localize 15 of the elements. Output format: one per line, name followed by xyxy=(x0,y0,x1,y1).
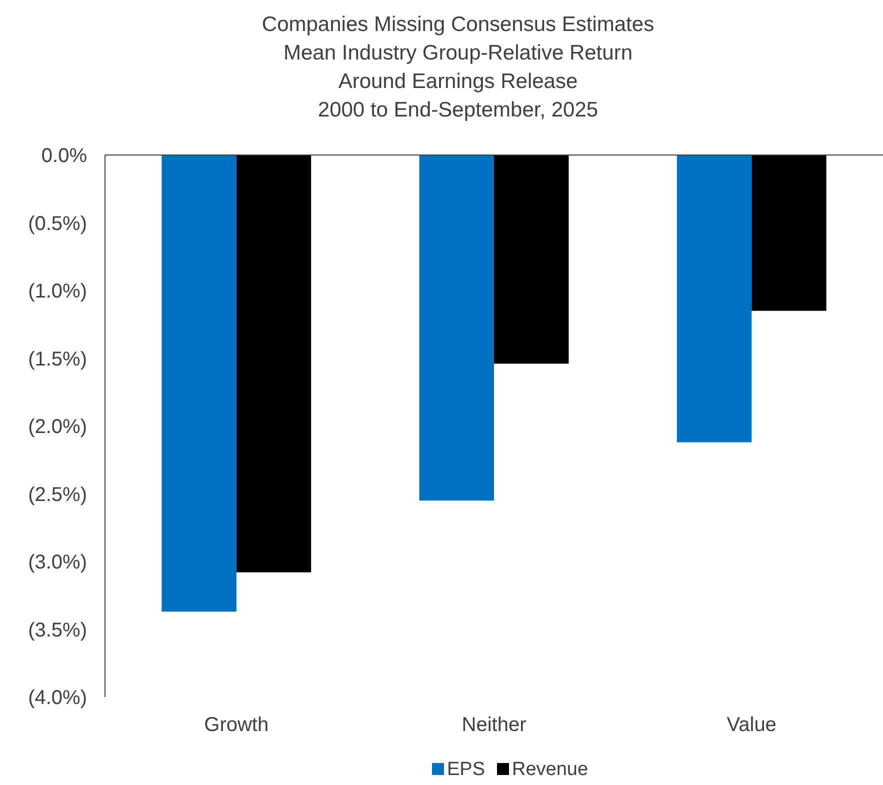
y-tick-label: (1.0%) xyxy=(28,280,87,302)
y-tick-label: (1.5%) xyxy=(28,348,87,370)
y-tick-label: (3.0%) xyxy=(28,552,87,574)
y-tick-label: (0.5%) xyxy=(28,212,87,235)
y-tick-label: 0.0% xyxy=(41,145,88,167)
x-tick-label: Neither xyxy=(462,714,527,736)
legend-label: Revenue xyxy=(512,759,588,780)
y-tick-label: (4.0%) xyxy=(28,687,87,709)
y-tick-label: (3.5%) xyxy=(28,619,87,642)
chart-title: Companies Missing Consensus Estimates Mean Industry Group-Relative Return Around Earnings Release 2000 to End-September, 2025 xyxy=(262,13,654,122)
x-tick-label: Value xyxy=(726,714,776,736)
legend-label: EPS xyxy=(447,759,486,780)
y-tick-label: (2.0%) xyxy=(28,416,87,438)
x-tick-label: Growth xyxy=(204,714,269,736)
y-tick-label: (2.5%) xyxy=(28,484,87,506)
